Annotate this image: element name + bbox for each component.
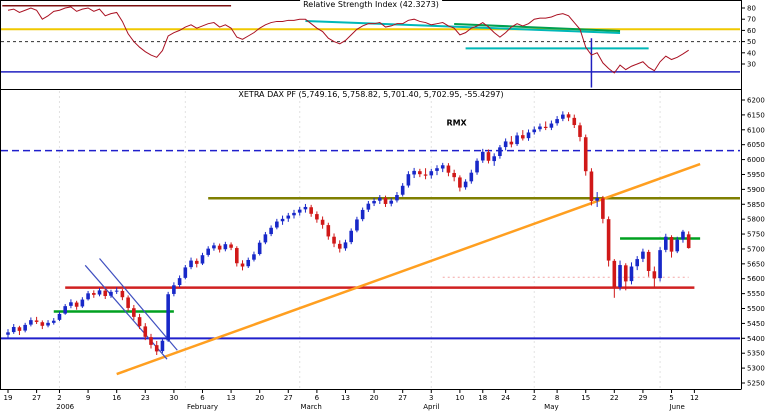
svg-text:23: 23 bbox=[141, 394, 150, 402]
svg-text:May: May bbox=[544, 403, 558, 411]
svg-text:6100: 6100 bbox=[747, 126, 765, 134]
svg-text:20: 20 bbox=[255, 394, 264, 402]
price-series-title: XETRA DAX PF (5,749.16, 5,758.82, 5,701.… bbox=[235, 90, 507, 100]
svg-text:24: 24 bbox=[501, 394, 510, 402]
svg-text:5650: 5650 bbox=[747, 260, 765, 268]
svg-text:2006: 2006 bbox=[56, 403, 74, 411]
svg-text:13: 13 bbox=[227, 394, 236, 402]
svg-text:2: 2 bbox=[57, 394, 61, 402]
svg-text:27: 27 bbox=[32, 394, 41, 402]
svg-text:March: March bbox=[300, 403, 321, 411]
svg-text:6000: 6000 bbox=[747, 156, 765, 164]
svg-text:27: 27 bbox=[398, 394, 407, 402]
svg-text:5400: 5400 bbox=[747, 335, 765, 343]
svg-text:29: 29 bbox=[638, 394, 647, 402]
svg-text:20: 20 bbox=[370, 394, 379, 402]
svg-text:5600: 5600 bbox=[747, 275, 765, 283]
svg-text:5: 5 bbox=[669, 394, 673, 402]
svg-text:June: June bbox=[669, 403, 685, 411]
svg-text:30: 30 bbox=[747, 61, 756, 69]
svg-text:5850: 5850 bbox=[747, 201, 765, 209]
svg-text:5750: 5750 bbox=[747, 231, 765, 239]
svg-text:70: 70 bbox=[747, 16, 756, 24]
svg-text:5950: 5950 bbox=[747, 171, 765, 179]
svg-text:5250: 5250 bbox=[747, 380, 765, 388]
svg-text:3: 3 bbox=[429, 394, 433, 402]
svg-text:RMX: RMX bbox=[446, 118, 467, 127]
svg-text:5450: 5450 bbox=[747, 320, 765, 328]
svg-text:5900: 5900 bbox=[747, 186, 765, 194]
svg-text:50: 50 bbox=[747, 38, 756, 46]
svg-text:6: 6 bbox=[200, 394, 205, 402]
svg-text:40: 40 bbox=[747, 49, 756, 57]
svg-text:18: 18 bbox=[478, 394, 487, 402]
svg-text:5300: 5300 bbox=[747, 365, 765, 373]
svg-text:13: 13 bbox=[341, 394, 350, 402]
svg-text:6150: 6150 bbox=[747, 111, 765, 119]
svg-text:5700: 5700 bbox=[747, 245, 765, 253]
svg-text:15: 15 bbox=[581, 394, 590, 402]
svg-text:February: February bbox=[187, 403, 218, 411]
svg-text:80: 80 bbox=[747, 5, 756, 13]
svg-text:30: 30 bbox=[169, 394, 178, 402]
svg-text:5550: 5550 bbox=[747, 290, 765, 298]
svg-text:27: 27 bbox=[284, 394, 293, 402]
svg-text:April: April bbox=[423, 403, 439, 411]
svg-text:10: 10 bbox=[455, 394, 464, 402]
svg-text:16: 16 bbox=[112, 394, 121, 402]
svg-text:6050: 6050 bbox=[747, 141, 765, 149]
svg-text:6200: 6200 bbox=[747, 97, 765, 105]
svg-text:5500: 5500 bbox=[747, 305, 765, 313]
svg-text:9: 9 bbox=[86, 394, 90, 402]
svg-text:8: 8 bbox=[555, 394, 559, 402]
svg-text:5350: 5350 bbox=[747, 350, 765, 358]
svg-text:2: 2 bbox=[532, 394, 536, 402]
svg-text:6: 6 bbox=[315, 394, 320, 402]
rsi-indicator-title: Relative Strength Index (42.3273) bbox=[300, 0, 442, 10]
svg-text:22: 22 bbox=[610, 394, 619, 402]
svg-text:19: 19 bbox=[4, 394, 13, 402]
svg-text:60: 60 bbox=[747, 27, 756, 35]
svg-text:5800: 5800 bbox=[747, 216, 765, 224]
svg-text:12: 12 bbox=[690, 394, 699, 402]
